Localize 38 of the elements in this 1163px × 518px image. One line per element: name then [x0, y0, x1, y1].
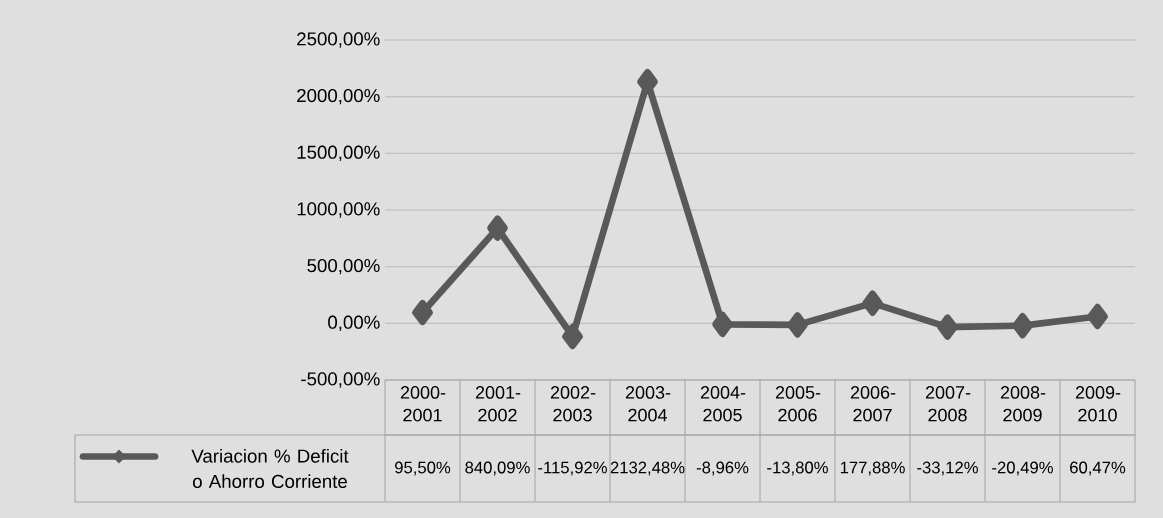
legend-label: Variacion % Deficit o Ahorro Corriente: [191, 448, 349, 489]
data-label: 840,09%: [465, 461, 530, 476]
data-label: -33,12%: [917, 461, 978, 476]
y-tick-label: -500,00%: [301, 372, 380, 388]
point: [712, 311, 733, 338]
point: [412, 299, 433, 326]
point: [1012, 312, 1033, 339]
x-tick-label: 2003-2004: [625, 386, 671, 422]
x-tick-label: 2009-2010: [1075, 386, 1121, 422]
x-tick-label: 2005-2006: [775, 386, 821, 422]
data-label: 2132,48%: [610, 461, 685, 476]
y-tick-label: 1000,00%: [297, 202, 380, 218]
data-label: -20,49%: [992, 461, 1053, 476]
y-tick-label: 0,00%: [328, 315, 380, 332]
x-tick-label: 2004-2005: [700, 386, 746, 422]
point: [937, 314, 958, 340]
point: [1087, 303, 1108, 330]
x-tick-label: 2001-2002: [475, 386, 521, 422]
data-label: -13,80%: [767, 461, 828, 476]
data-label: 60,47%: [1070, 461, 1126, 476]
point: [487, 215, 508, 241]
x-tick-label: 2000-2001: [400, 386, 446, 422]
point: [562, 323, 583, 350]
point: [787, 312, 808, 338]
x-tick-label: 2002-2003: [550, 386, 596, 422]
data-label: 177,88%: [840, 461, 905, 476]
data-label: -8,96%: [696, 461, 749, 476]
y-tick-label: 2000,00%: [297, 88, 380, 105]
data-label: -115,92%: [538, 461, 607, 476]
x-tick-label: 2008-2009: [1000, 386, 1046, 422]
x-tick-label: 2006-2007: [850, 386, 896, 422]
point: [637, 68, 658, 95]
y-tick-label: 500,00%: [307, 258, 380, 275]
x-tick-label: 2007-2008: [925, 386, 971, 422]
y-tick-label: 1500,00%: [297, 145, 380, 162]
point: [862, 290, 883, 316]
y-tick-label: 2500,00%: [297, 32, 380, 48]
data-label: 95,50%: [395, 461, 451, 476]
